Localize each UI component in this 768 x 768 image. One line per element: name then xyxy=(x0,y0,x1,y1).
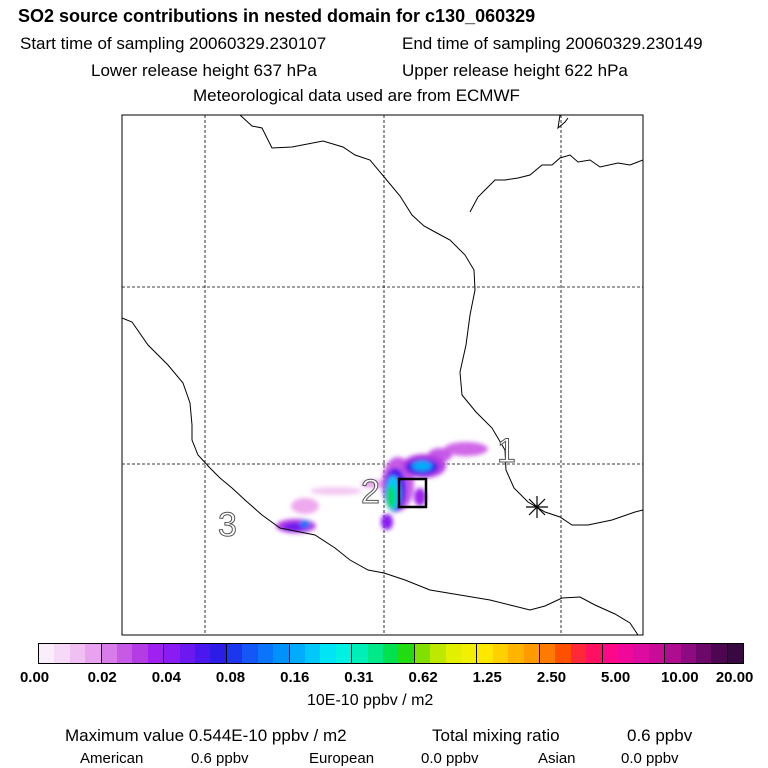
colorbar-cell xyxy=(398,644,415,663)
colorbar-cell xyxy=(540,644,556,663)
met-data-label: Meteorological data used are from ECMWF xyxy=(193,86,520,105)
colorbar-tick-label: 1.25 xyxy=(472,669,502,686)
colorbar-tick-label: 5.00 xyxy=(601,669,631,686)
colorbar-cell xyxy=(711,644,728,663)
colorbar-unit: 10E-10 ppbv / m2 xyxy=(307,692,434,709)
start-time-label: Start time of sampling 20060329.230107 xyxy=(20,34,327,53)
colorbar-cell xyxy=(633,644,649,663)
colorbar-cell xyxy=(460,644,478,663)
colorbar-cell xyxy=(117,644,133,663)
colorbar-cell xyxy=(382,644,399,663)
colorbar-tick-label: 0.62 xyxy=(408,669,438,686)
end-time-label: End time of sampling 20060329.230149 xyxy=(402,34,703,53)
colorbar-cell xyxy=(602,644,619,663)
colorbar-cell xyxy=(179,644,196,663)
colorbar-tick-label: 20.00 xyxy=(715,669,754,686)
source-region-box xyxy=(397,477,428,509)
coastlines xyxy=(122,115,643,635)
colorbar-cell xyxy=(665,644,681,663)
european-label: European xyxy=(309,750,375,767)
colorbar-cell xyxy=(69,644,86,663)
colorbar-cell xyxy=(273,644,290,663)
colorbar-cell xyxy=(164,644,180,663)
colorbar-cell xyxy=(147,644,165,663)
colorbar-cell xyxy=(555,644,571,663)
colorbar-cell xyxy=(132,644,148,663)
colorbar-cell xyxy=(352,644,368,663)
marker-label-2: 2 xyxy=(361,473,380,511)
colorbar-cell xyxy=(570,644,587,663)
colorbar-tick-label: 0.08 xyxy=(215,669,246,686)
colorbar-cell xyxy=(414,644,431,663)
map-frame xyxy=(121,114,644,636)
max-value-label: Maximum value 0.544E-10 ppbv / m2 xyxy=(65,726,347,745)
total-mixing-value: 0.6 ppbv xyxy=(627,726,693,745)
colorbar-cell xyxy=(680,644,697,663)
colorbar-tick-label: 0.31 xyxy=(344,669,374,686)
marker-label-3: 3 xyxy=(218,506,237,544)
colorbar-cell xyxy=(304,644,321,663)
asian-label: Asian xyxy=(538,750,576,767)
colorbar-cell xyxy=(226,644,243,663)
colorbar-tick-label: 2.50 xyxy=(536,669,567,686)
receptor-asterisk-icon xyxy=(526,496,548,518)
colorbar-cell xyxy=(618,644,634,663)
colorbar-cell xyxy=(696,644,712,663)
colorbar-cell xyxy=(289,644,305,663)
colorbar-cell xyxy=(477,644,493,663)
colorbar-cell xyxy=(195,644,211,663)
colorbar-cell xyxy=(210,644,227,663)
colorbar-cell xyxy=(242,644,258,663)
colorbar-cell xyxy=(85,644,102,663)
colorbar-tick-label: 0.02 xyxy=(87,669,117,686)
european-value: 0.0 ppbv xyxy=(421,750,479,767)
colorbar-cell xyxy=(367,644,383,663)
colorbar-cell xyxy=(727,644,744,663)
colorbar-cell xyxy=(523,644,540,663)
colorbar-cell xyxy=(335,644,353,663)
colorbar-cell xyxy=(54,644,70,663)
graticule xyxy=(122,115,643,635)
marker-label-1: 1 xyxy=(497,432,516,470)
lower-height-label: Lower release height 637 hPa xyxy=(91,61,317,80)
colorbar-tick-label: 10.00 xyxy=(661,669,699,686)
american-label: American xyxy=(80,750,144,767)
colorbar-cell xyxy=(648,644,666,663)
colorbar-cell xyxy=(445,644,461,663)
total-mixing-label: Total mixing ratio xyxy=(432,726,560,745)
chart-title: SO2 source contributions in nested domai… xyxy=(18,6,536,26)
colorbar-cell xyxy=(101,644,118,663)
colorbar-cell xyxy=(320,644,336,663)
colorbar-cell xyxy=(257,644,274,663)
upper-height-label: Upper release height 622 hPa xyxy=(402,61,628,80)
colorbar-cell xyxy=(39,644,55,663)
colorbar-cell xyxy=(586,644,603,663)
colorbar-cell xyxy=(492,644,509,663)
colorbar-tick-label: 0.04 xyxy=(151,669,181,686)
colorbar xyxy=(38,643,744,664)
asian-value: 0.0 ppbv xyxy=(621,750,679,767)
colorbar-cell xyxy=(508,644,524,663)
colorbar-cell xyxy=(430,644,446,663)
american-value: 0.6 ppbv xyxy=(191,750,249,767)
colorbar-tick-label: 0.00 xyxy=(19,669,50,686)
colorbar-tick-label: 0.16 xyxy=(280,669,310,686)
